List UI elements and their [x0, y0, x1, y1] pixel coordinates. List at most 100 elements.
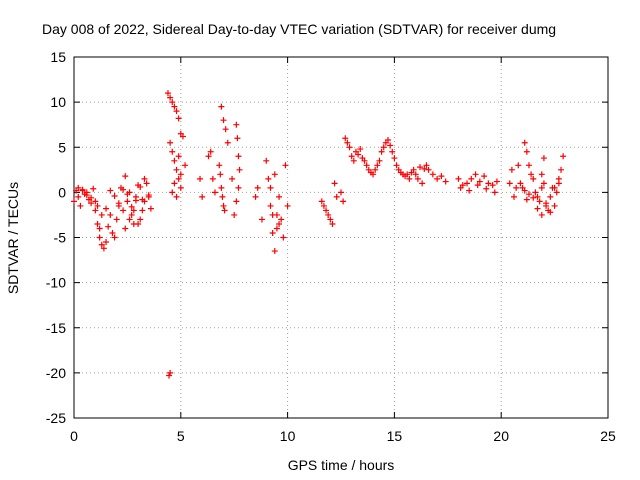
data-point: [128, 203, 135, 210]
data-point: [474, 182, 481, 189]
data-point: [105, 223, 112, 230]
data-point: [350, 157, 357, 164]
data-point: [132, 197, 139, 204]
data-point: [169, 148, 176, 155]
data-point: [555, 175, 562, 182]
data-point: [219, 193, 226, 200]
data-point: [263, 157, 270, 164]
data-point: [147, 205, 154, 212]
data-point: [120, 207, 127, 214]
data-point: [171, 103, 178, 110]
data-point: [137, 183, 144, 190]
data-point: [276, 193, 283, 200]
data-point: [173, 108, 180, 115]
data-point: [553, 189, 560, 196]
data-point: [558, 166, 565, 173]
data-point: [218, 184, 225, 191]
data-point: [376, 157, 383, 164]
data-point: [258, 216, 265, 223]
data-point: [96, 234, 103, 241]
y-tick-label: -15: [46, 320, 66, 336]
data-point: [254, 184, 261, 191]
data-point: [271, 171, 278, 178]
data-point: [355, 151, 362, 158]
data-point: [534, 205, 541, 212]
x-tick-label: 0: [70, 428, 78, 444]
data-point: [207, 148, 214, 155]
data-point: [342, 135, 349, 142]
data-point: [182, 162, 189, 169]
data-point: [464, 180, 471, 187]
data-point: [167, 139, 174, 146]
data-point: [372, 166, 379, 173]
data-point: [169, 189, 176, 196]
y-tick-label: -20: [46, 365, 66, 381]
data-point: [340, 198, 347, 205]
data-point: [173, 193, 180, 200]
data-point: [273, 225, 280, 232]
data-point: [414, 175, 421, 182]
data-point: [211, 189, 218, 196]
data-point: [120, 186, 127, 193]
data-point: [265, 175, 272, 182]
data-point: [389, 148, 396, 155]
data-point: [380, 144, 387, 151]
data-point: [318, 198, 325, 205]
data-point: [199, 193, 206, 200]
data-point: [276, 220, 283, 227]
x-tick-label: 15: [387, 428, 403, 444]
data-point: [429, 171, 436, 178]
data-point: [269, 229, 276, 236]
data-point: [88, 200, 95, 207]
data-point: [538, 171, 545, 178]
data-point: [423, 162, 430, 169]
data-point: [551, 202, 558, 209]
data-point: [271, 248, 278, 255]
data-point: [177, 184, 184, 191]
data-point: [515, 162, 522, 169]
data-point: [173, 166, 180, 173]
data-point: [175, 153, 182, 160]
data-point: [540, 180, 547, 187]
data-point: [229, 175, 236, 182]
data-point: [320, 202, 327, 209]
data-point: [216, 162, 223, 169]
y-tick-label: 10: [50, 94, 66, 110]
data-point: [523, 196, 530, 203]
data-point: [278, 216, 285, 223]
data-point: [325, 211, 332, 218]
data-point: [344, 139, 351, 146]
data-point: [224, 139, 231, 146]
data-point: [128, 211, 135, 218]
data-points: [71, 90, 567, 379]
data-point: [169, 99, 176, 106]
data-point: [236, 166, 243, 173]
data-point: [491, 189, 498, 196]
data-point: [442, 178, 449, 185]
data-point: [220, 117, 227, 124]
data-point: [391, 155, 398, 162]
data-point: [75, 184, 82, 191]
data-point: [267, 202, 274, 209]
data-point: [525, 162, 532, 169]
data-point: [90, 185, 97, 192]
data-point: [92, 207, 99, 214]
data-point: [124, 198, 131, 205]
data-point: [412, 171, 419, 178]
data-point: [234, 135, 241, 142]
y-tick-label: 5: [58, 139, 66, 155]
data-point: [331, 180, 338, 187]
data-point: [218, 103, 225, 110]
data-point: [137, 216, 144, 223]
data-point: [481, 173, 488, 180]
data-point: [421, 165, 428, 172]
y-tick-label: -5: [54, 230, 67, 246]
data-point: [417, 164, 424, 171]
data-point: [472, 171, 479, 178]
data-point: [221, 207, 228, 214]
data-point: [536, 198, 543, 205]
data-point: [523, 148, 530, 155]
data-point: [425, 166, 432, 173]
data-point: [506, 180, 513, 187]
data-point: [107, 187, 114, 194]
